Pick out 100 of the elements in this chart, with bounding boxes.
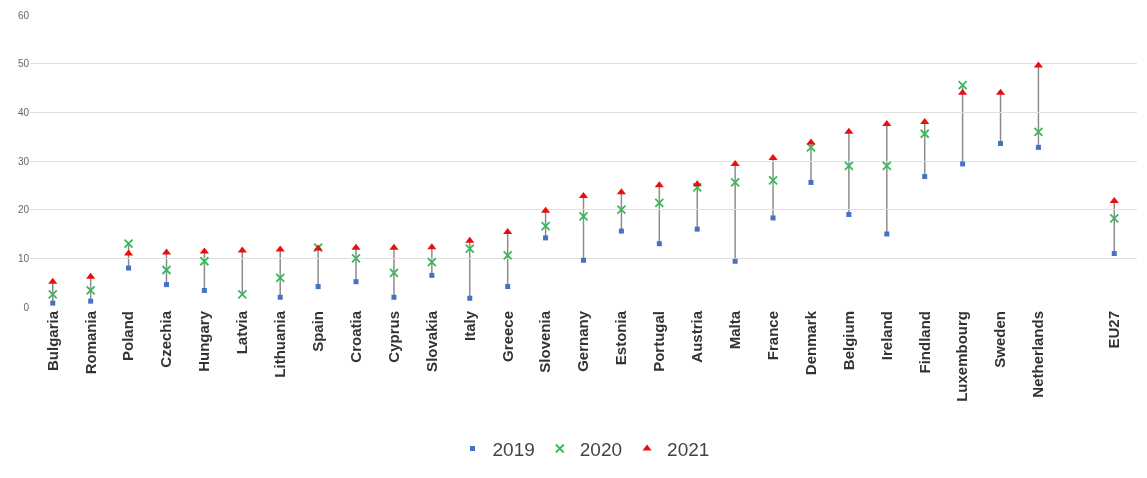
point — [846, 212, 852, 218]
point — [86, 272, 96, 279]
x-tick-label: Ireland — [877, 311, 895, 361]
point — [656, 241, 662, 247]
legend-label: 2021 — [667, 438, 710, 460]
point — [85, 285, 96, 296]
point — [465, 236, 475, 243]
x-tick-label: Italy — [460, 310, 478, 342]
point — [126, 265, 132, 271]
point — [47, 289, 58, 300]
x-tick-label: Luxembourg — [953, 311, 971, 402]
point — [464, 243, 475, 254]
point — [237, 289, 248, 300]
point — [998, 140, 1004, 146]
point — [694, 226, 700, 232]
legend-label: 2020 — [579, 438, 623, 460]
point — [692, 182, 703, 193]
point — [503, 228, 513, 235]
point — [581, 257, 586, 263]
point — [123, 238, 134, 249]
point — [543, 235, 549, 241]
x-tick-label: Hungary — [195, 310, 213, 372]
point — [843, 160, 854, 171]
point — [427, 243, 437, 250]
x-tick-label: Croatia — [346, 310, 364, 363]
x-tick-label: Poland — [119, 311, 137, 362]
point — [1035, 144, 1041, 150]
x-tick-label: Portugal — [650, 311, 668, 372]
point — [881, 160, 892, 171]
x-tick-label: Belgium — [839, 311, 857, 371]
point — [654, 197, 665, 208]
point — [199, 256, 210, 267]
point — [391, 294, 397, 300]
point — [315, 284, 321, 290]
x-tick-label: Slovakia — [422, 310, 440, 372]
point — [730, 159, 740, 166]
x-tick-label: Estonia — [612, 310, 630, 366]
x-tick-label: Czechia — [157, 310, 175, 368]
x-tick-label: Greece — [498, 311, 516, 362]
point — [730, 177, 741, 188]
x-tick-label: Slovenia — [536, 310, 554, 373]
x-tick-label: Gernany — [574, 310, 592, 372]
x-tick-label: Austria — [688, 310, 706, 363]
y-tick-label: 20 — [17, 204, 30, 216]
y-tick-label: 60 — [17, 9, 30, 21]
point — [768, 175, 778, 186]
y-tick-label: 10 — [17, 252, 30, 264]
point — [919, 128, 930, 139]
point — [275, 272, 286, 283]
x-tick-label: Lithuania — [271, 310, 289, 378]
point — [540, 221, 551, 232]
point — [351, 253, 361, 264]
x-tick-label: Malta — [726, 310, 744, 350]
x-tick-label: Latvia — [233, 310, 251, 355]
point — [770, 215, 776, 221]
point — [50, 300, 56, 306]
point — [351, 243, 361, 250]
point — [768, 154, 778, 161]
point — [277, 294, 283, 300]
x-tick-label: Bulgaria — [43, 310, 61, 372]
point — [467, 295, 473, 301]
point — [389, 268, 399, 278]
x-tick-label: Netherlands — [1029, 311, 1047, 398]
point — [505, 284, 511, 290]
legend-label: 2019 — [492, 438, 535, 460]
point — [237, 246, 247, 253]
point — [353, 279, 359, 285]
point — [844, 127, 854, 134]
point — [161, 265, 172, 275]
x-tick-label: Denmark — [801, 310, 819, 376]
point — [808, 179, 814, 185]
y-tick-label: 50 — [17, 58, 30, 70]
point — [1109, 196, 1119, 203]
x-tick-label: EU27 — [1105, 311, 1123, 349]
y-tick-label: 30 — [17, 155, 30, 167]
point — [806, 142, 816, 153]
point — [806, 138, 816, 145]
y-tick-label: 40 — [17, 106, 30, 118]
x-tick-label: France — [763, 311, 781, 361]
point — [616, 204, 627, 215]
point — [389, 243, 399, 250]
point — [578, 211, 589, 222]
x-tick-label: Romania — [81, 310, 99, 375]
point — [502, 250, 513, 261]
point — [732, 258, 738, 264]
point — [275, 245, 285, 252]
point — [201, 287, 207, 293]
point — [957, 80, 968, 90]
point — [882, 120, 892, 127]
point — [88, 298, 94, 304]
point — [426, 257, 437, 268]
point — [920, 118, 930, 125]
x-tick-label: Cyprus — [384, 311, 402, 363]
y-tick-label: 0 — [23, 301, 30, 313]
x-tick-label: Findland — [915, 311, 933, 374]
point — [48, 277, 58, 284]
point — [1109, 213, 1120, 224]
point — [618, 228, 624, 234]
point — [1033, 126, 1044, 137]
x-tick-label: Spain — [308, 311, 326, 352]
